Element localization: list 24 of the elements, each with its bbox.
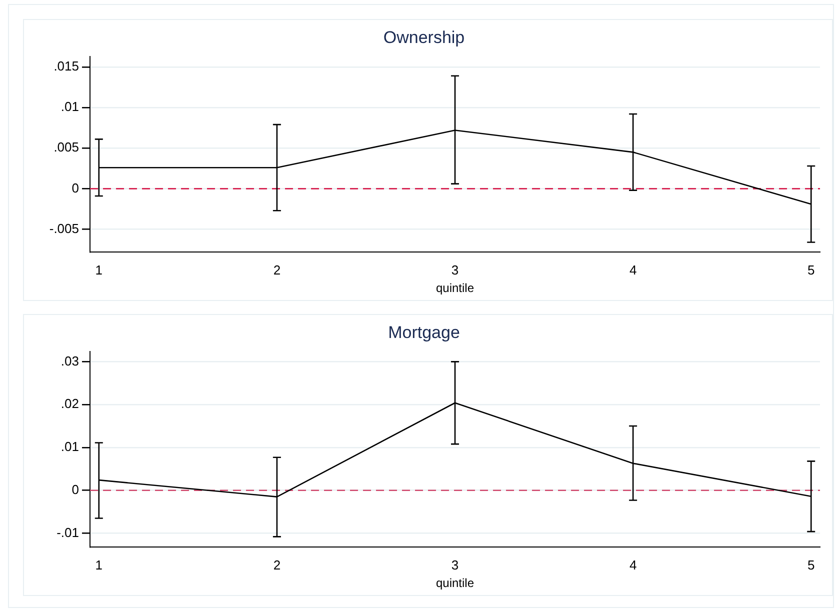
x-axis-title: quintile: [436, 281, 474, 296]
y-tick-label: .03: [60, 353, 79, 368]
x-tick-label: 1: [95, 557, 103, 572]
y-tick-label: -.01: [56, 524, 79, 540]
y-tick-label: 0: [72, 482, 79, 497]
x-tick-label: 5: [807, 557, 815, 572]
y-tick-label: -.005: [49, 220, 79, 236]
y-tick-label: 0: [72, 180, 79, 196]
y-tick-label: .01: [60, 99, 79, 114]
y-tick-label: .005: [54, 140, 79, 155]
chart-title: Mortgage: [388, 322, 460, 342]
x-axis-title: quintile: [436, 576, 474, 590]
x-tick-label: 3: [451, 262, 459, 278]
y-tick-label: .02: [60, 396, 79, 412]
x-tick-label: 5: [807, 262, 815, 278]
x-tick-label: 3: [451, 557, 459, 572]
x-tick-label: 2: [273, 557, 281, 572]
y-tick-label: .01: [60, 439, 79, 454]
x-tick-label: 1: [95, 262, 103, 278]
x-tick-label: 4: [629, 557, 637, 572]
y-tick-label: .015: [54, 58, 79, 74]
x-tick-label: 2: [273, 262, 281, 278]
chart-title: Ownership: [383, 28, 465, 47]
x-tick-label: 4: [629, 262, 637, 278]
